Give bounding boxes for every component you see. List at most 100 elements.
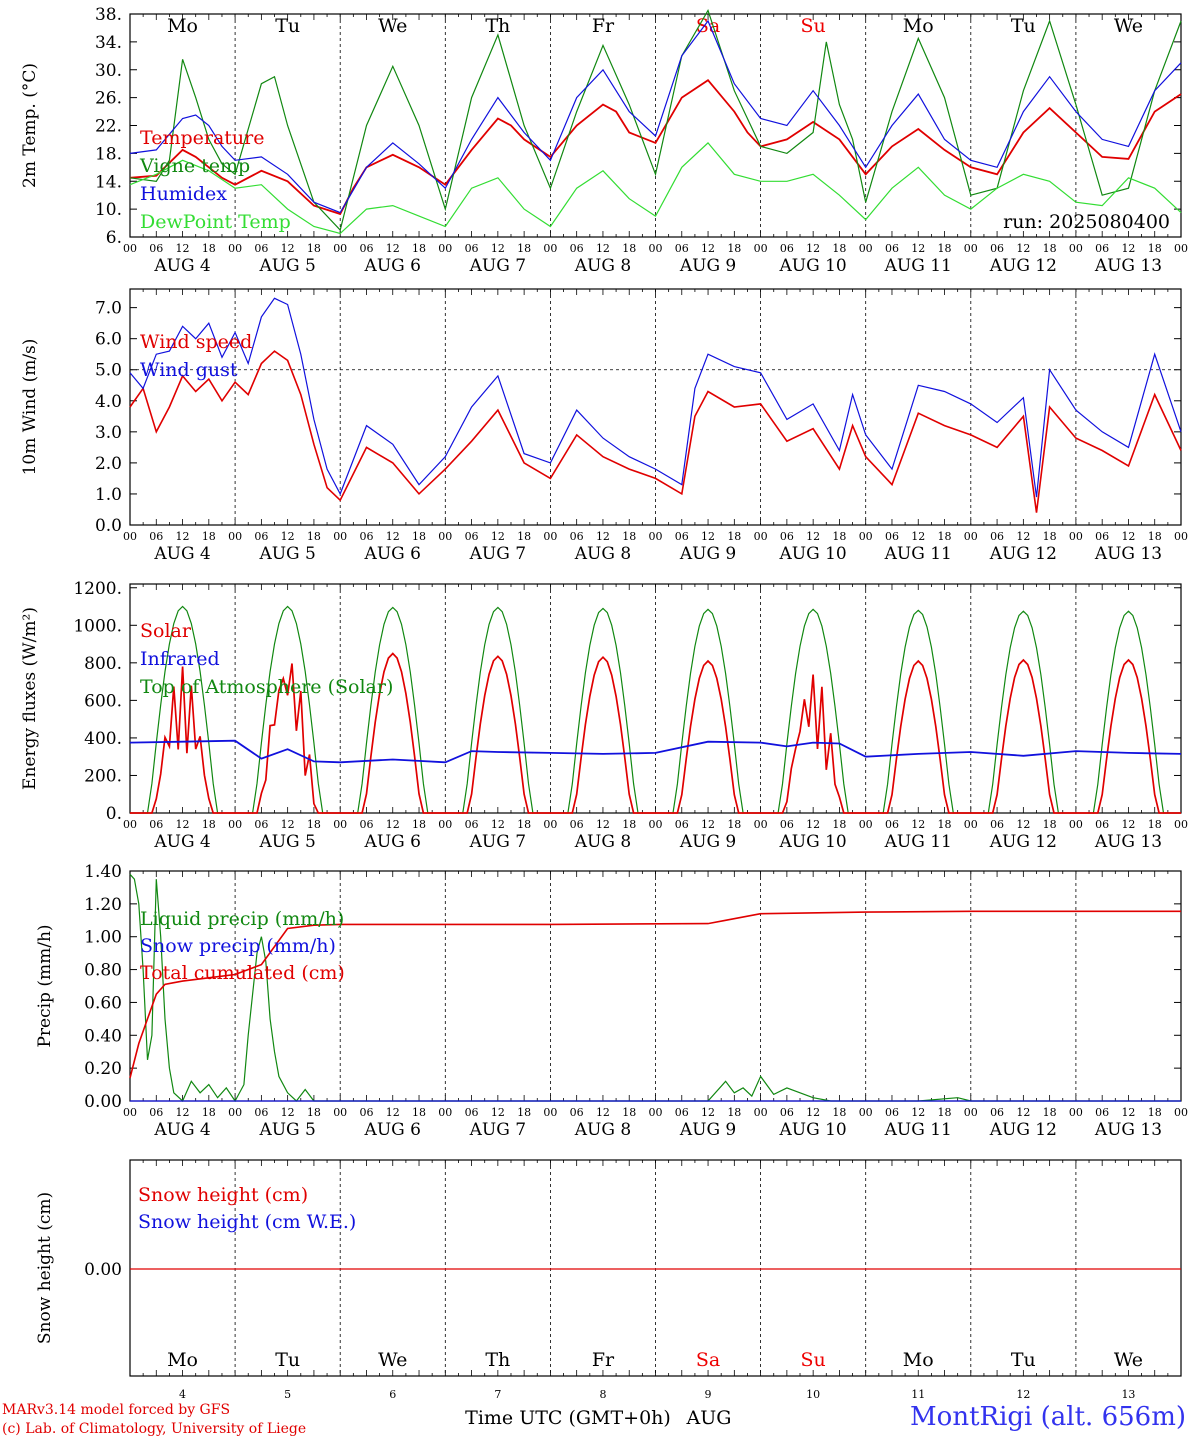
hour-tick-label: 12 (596, 1106, 610, 1119)
hour-tick-label: 18 (202, 1106, 216, 1119)
y-tick-label: 18. (95, 144, 122, 164)
bottom-date-label: 10 (806, 1388, 820, 1401)
hour-tick-label: 12 (281, 530, 295, 543)
hour-tick-label: 00 (123, 242, 137, 255)
bottom-date-label: 13 (1121, 1388, 1135, 1401)
y-tick-label: 0. (106, 804, 122, 824)
date-label: AUG 8 (574, 544, 631, 564)
hour-tick-label: 06 (885, 242, 899, 255)
y-tick-label: 0.40 (84, 1026, 122, 1046)
hour-tick-label: 06 (570, 1106, 584, 1119)
legend-snow-height-cm-w-e-: Snow height (cm W.E.) (138, 1211, 356, 1233)
hour-tick-label: 00 (1174, 530, 1188, 543)
hour-tick-label: 12 (491, 242, 505, 255)
y-tick-label: 1.0 (95, 485, 122, 505)
hour-tick-label: 18 (517, 530, 531, 543)
hour-tick-label: 00 (1069, 530, 1083, 543)
hour-tick-label: 00 (123, 1106, 137, 1119)
y-axis-label: Precip (mm/h) (35, 924, 55, 1047)
y-tick-label: 3.0 (95, 423, 122, 443)
date-label: AUG 12 (989, 544, 1057, 564)
series-infrared (129, 739, 1182, 764)
hour-tick-label: 00 (228, 1106, 242, 1119)
hour-tick-label: 12 (1121, 1106, 1135, 1119)
series-wind-speed (129, 350, 1182, 513)
y-tick-label: 1.20 (84, 895, 122, 915)
bottom-date-label: 8 (599, 1388, 606, 1401)
hour-tick-label: 06 (149, 242, 163, 255)
hour-tick-label: 00 (333, 1106, 347, 1119)
hour-tick-label: 06 (675, 1106, 689, 1119)
y-tick-label: 7.0 (95, 299, 122, 319)
hour-tick-label: 12 (281, 1106, 295, 1119)
bottom-date-label: 9 (705, 1388, 712, 1401)
hour-tick-label: 12 (1121, 530, 1135, 543)
hour-tick-label: 06 (254, 818, 268, 831)
hour-tick-label: 12 (596, 530, 610, 543)
hour-tick-label: 18 (1148, 818, 1162, 831)
hour-tick-label: 12 (911, 1106, 925, 1119)
date-label: AUG 5 (258, 1120, 315, 1140)
y-tick-label: 1000. (73, 616, 122, 636)
date-label: AUG 13 (1094, 256, 1162, 276)
hour-tick-label: 12 (1121, 818, 1135, 831)
hour-tick-label: 06 (990, 530, 1004, 543)
y-tick-label: 6.0 (95, 330, 122, 350)
date-label: AUG 8 (574, 832, 631, 852)
y-tick-label: 0.80 (84, 961, 122, 981)
series-humidex (129, 19, 1182, 214)
day-name-bottom: Th (485, 1349, 510, 1371)
hour-tick-label: 12 (281, 242, 295, 255)
hour-tick-label: 18 (412, 1106, 426, 1119)
hour-tick-label: 12 (491, 818, 505, 831)
hour-tick-label: 18 (1148, 242, 1162, 255)
hour-tick-label: 06 (780, 530, 794, 543)
series-vigne-temp (129, 9, 1182, 232)
date-label: AUG 11 (884, 256, 952, 276)
x-axis-month: AUG (686, 1407, 732, 1429)
hour-tick-label: 18 (412, 818, 426, 831)
legend-dewpoint-temp: DewPoint Temp (140, 211, 291, 233)
y-tick-label: 0.00 (84, 1260, 122, 1280)
hour-tick-label: 00 (859, 242, 873, 255)
hour-tick-label: 00 (649, 1106, 663, 1119)
series-liquid-precip-mm-h- (129, 873, 1181, 1103)
y-tick-label: 38. (95, 5, 122, 25)
hour-tick-label: 06 (359, 818, 373, 831)
y-tick-label: 0.0 (95, 516, 122, 536)
hour-tick-label: 18 (938, 1106, 952, 1119)
hour-tick-label: 06 (359, 1106, 373, 1119)
hour-tick-label: 06 (780, 818, 794, 831)
hour-tick-label: 12 (176, 530, 190, 543)
date-label: AUG 6 (364, 832, 421, 852)
date-label: AUG 5 (258, 256, 315, 276)
y-tick-label: 30. (95, 61, 122, 81)
hour-tick-label: 12 (176, 1106, 190, 1119)
bottom-date-label: 4 (179, 1388, 186, 1401)
day-name: Fr (592, 15, 615, 37)
date-label: AUG 7 (469, 1120, 526, 1140)
hour-tick-label: 00 (1174, 818, 1188, 831)
hour-tick-label: 18 (517, 242, 531, 255)
hour-tick-label: 00 (123, 530, 137, 543)
y-axis-label: 10m Wind (m/s) (20, 339, 40, 476)
hour-tick-label: 18 (307, 818, 321, 831)
hour-tick-label: 06 (780, 1106, 794, 1119)
hour-tick-label: 00 (543, 242, 557, 255)
hour-tick-label: 06 (885, 530, 899, 543)
y-tick-label: 4.0 (95, 392, 122, 412)
day-name: Th (485, 15, 510, 37)
hour-tick-label: 12 (1016, 1106, 1030, 1119)
hour-tick-label: 06 (254, 242, 268, 255)
y-tick-label: 200. (84, 766, 122, 786)
hour-tick-label: 18 (517, 818, 531, 831)
date-label: AUG 7 (469, 832, 526, 852)
legend-humidex: Humidex (140, 183, 227, 205)
hour-tick-label: 18 (622, 530, 636, 543)
date-label: AUG 8 (574, 1120, 631, 1140)
y-tick-label: 14. (95, 172, 122, 192)
x-axis-label: Time UTC (GMT+0h) (465, 1407, 671, 1429)
hour-tick-label: 06 (990, 818, 1004, 831)
hour-tick-label: 00 (1069, 1106, 1083, 1119)
